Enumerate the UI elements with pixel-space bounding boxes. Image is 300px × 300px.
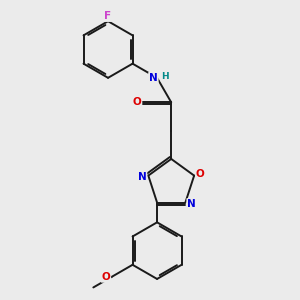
Text: N: N [187, 199, 196, 209]
Text: H: H [161, 72, 169, 81]
Text: F: F [104, 11, 112, 21]
Text: N: N [138, 172, 146, 182]
Text: O: O [132, 97, 141, 107]
Text: O: O [102, 272, 110, 282]
Text: O: O [196, 169, 205, 179]
Text: N: N [149, 73, 158, 83]
